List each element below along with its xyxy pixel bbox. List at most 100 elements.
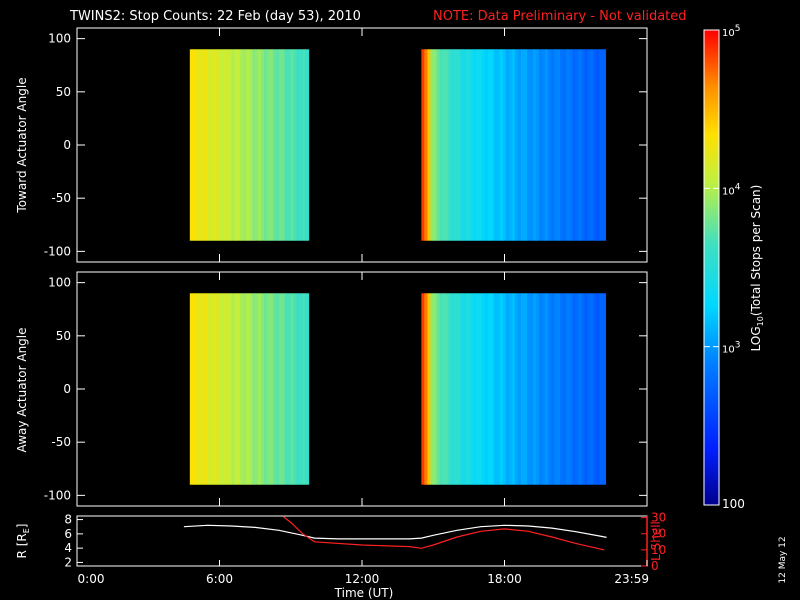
colorbar-tick-label: 105 xyxy=(722,24,740,39)
heatmap-cell xyxy=(237,49,241,241)
heatmap-cell xyxy=(255,49,259,241)
heatmap-cell xyxy=(451,293,456,485)
heatmap-cell xyxy=(496,49,501,241)
heatmap-cell xyxy=(293,49,298,241)
heatmap-cell xyxy=(222,293,227,485)
heatmap-cell xyxy=(198,293,203,485)
preliminary-note: NOTE: Data Preliminary - Not validated xyxy=(433,9,687,24)
lshell-tick-label: 0 xyxy=(651,559,659,573)
heatmap-cell xyxy=(442,49,447,241)
heatmap-cell xyxy=(502,293,507,485)
heatmap-cell xyxy=(545,293,549,485)
heatmap-cell xyxy=(264,293,268,485)
heatmap-cell xyxy=(587,49,591,241)
heatmap-cell xyxy=(445,49,450,241)
heatmap-cell xyxy=(469,49,474,241)
heatmap-cell xyxy=(472,49,477,241)
heatmap-cell xyxy=(487,49,492,241)
heatmap-cell xyxy=(287,293,292,485)
heatmap-cell xyxy=(293,293,298,485)
heatmap-cell xyxy=(557,49,561,241)
heatmap-cell xyxy=(587,293,591,485)
heatmap-cell xyxy=(216,49,221,241)
heatmap-cell xyxy=(267,293,271,485)
time-tick-label: 18:00 xyxy=(487,572,522,586)
heatmap-cell xyxy=(542,49,546,241)
radius-series-line xyxy=(183,524,607,540)
heatmap-cell xyxy=(581,293,585,485)
heatmap-cell xyxy=(421,49,425,241)
heatmap-cell xyxy=(219,293,224,485)
heatmap-cell xyxy=(192,293,197,485)
heatmap-cell xyxy=(472,293,477,485)
heatmap-cell xyxy=(548,49,552,241)
heatmap-cell xyxy=(421,293,425,485)
heatmap-cell xyxy=(433,49,438,241)
heatmap-cell xyxy=(305,293,310,485)
heatmap-cell xyxy=(551,293,555,485)
heatmap-cell xyxy=(533,293,537,485)
colorbar xyxy=(703,29,720,506)
time-tick-label: 6:00 xyxy=(206,572,233,586)
lshell-tick-label: 20 xyxy=(651,527,666,541)
heatmap-cell xyxy=(466,293,471,485)
heatmap-cell xyxy=(246,49,250,241)
heatmap-cell xyxy=(436,49,441,241)
heatmap-cell xyxy=(448,293,453,485)
lshell-series-line xyxy=(283,516,605,551)
heatmap-cell xyxy=(234,49,238,241)
heatmap-cell xyxy=(584,293,588,485)
heatmap-cell xyxy=(578,293,582,485)
heatmap-cell xyxy=(526,49,531,241)
heatmap-cell xyxy=(430,293,435,485)
heatmap-cell xyxy=(201,49,206,241)
heatmap-cell xyxy=(216,293,221,485)
heatmap-cell xyxy=(499,293,504,485)
radius-ylabel-main: R [R xyxy=(15,533,29,558)
heatmap-cell xyxy=(207,293,212,485)
heatmap-cell xyxy=(499,49,504,241)
heatmap-cell xyxy=(475,293,480,485)
time-tick-label: 0:00 xyxy=(78,572,105,586)
heatmap-cell xyxy=(551,49,555,241)
heatmap-cell xyxy=(281,49,286,241)
heatmap-cell xyxy=(439,293,444,485)
heatmap-cell xyxy=(225,49,230,241)
away-heatmap-panel: 100 50 0 -50 -100 xyxy=(44,271,648,507)
heatmap-cell xyxy=(569,49,573,241)
colorbar-tick-label: 103 xyxy=(722,341,740,356)
away-angle-ylabel: Away Actuator Angle xyxy=(15,327,29,452)
heatmap-cell xyxy=(275,293,280,485)
radius-ylabel-sub: E xyxy=(22,528,31,533)
heatmap-cell xyxy=(560,49,564,241)
heatmap-cell xyxy=(542,293,546,485)
ytick-label: -50 xyxy=(51,191,71,205)
heatmap-cell xyxy=(302,49,307,241)
heatmap-cell xyxy=(593,49,597,241)
heatmap-cell xyxy=(539,293,543,485)
heatmap-cell xyxy=(240,49,244,241)
time-tick-label: 12:00 xyxy=(345,572,380,586)
heatmap-cell xyxy=(463,49,468,241)
ytick-label: -100 xyxy=(44,244,71,258)
heatmap-cell xyxy=(596,49,601,241)
heatmap-cell xyxy=(572,49,576,241)
heatmap-cell xyxy=(508,293,513,485)
heatmap-cell xyxy=(252,49,256,241)
heatmap-cell xyxy=(466,49,471,241)
heatmap-cell xyxy=(290,49,295,241)
toward-angle-ylabel: Toward Actuator Angle xyxy=(15,77,29,213)
heatmap-cell xyxy=(493,49,498,241)
heatmap-cell xyxy=(225,293,230,485)
ytick-label: 50 xyxy=(56,85,71,99)
heatmap-cell xyxy=(554,293,558,485)
heatmap-cell xyxy=(530,49,534,241)
heatmap-cell xyxy=(566,49,570,241)
heatmap-cell xyxy=(563,293,567,485)
heatmap-cell xyxy=(536,49,540,241)
heatmap-cell xyxy=(264,49,268,241)
heatmap-cell xyxy=(548,293,552,485)
heatmap-cell xyxy=(560,293,564,485)
heatmap-cell xyxy=(602,293,607,485)
